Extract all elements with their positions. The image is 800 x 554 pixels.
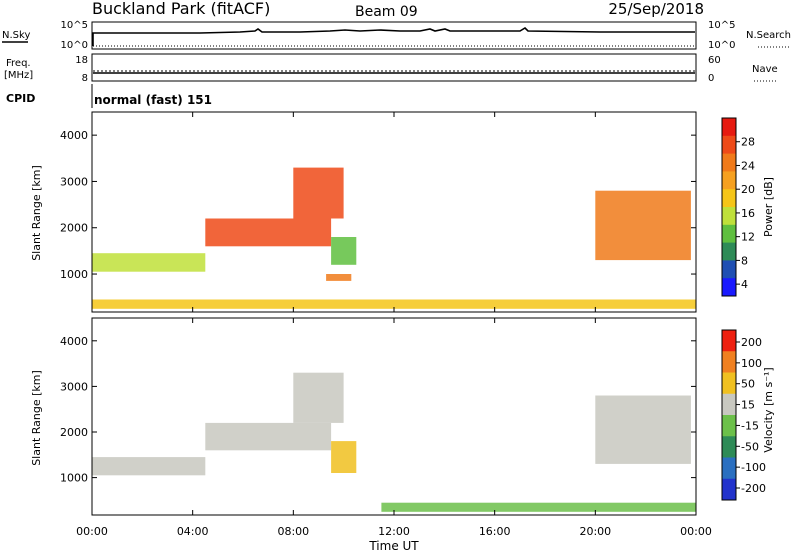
colorbar-segment xyxy=(722,153,736,172)
velocity-data-cell xyxy=(381,502,696,512)
power-y-axis: 1000 2000 3000 4000 xyxy=(60,129,696,281)
power-data-cell xyxy=(205,218,332,247)
x-axis-label: Time UT xyxy=(368,539,419,553)
nsky-trace xyxy=(92,26,695,46)
power-colorbar-tick-label: 16 xyxy=(741,207,755,220)
nave-label: Nave xyxy=(752,64,778,75)
nsky-right-bottom-tick: 10^0 xyxy=(708,40,735,51)
colorbar-segment xyxy=(722,278,736,297)
colorbar-segment xyxy=(722,330,736,352)
y-tick-label: 3000 xyxy=(60,175,88,188)
velocity-data-cell xyxy=(293,372,344,423)
freq-left-top-tick: 18 xyxy=(75,55,88,66)
colorbar-frame xyxy=(721,329,737,501)
y-tick-label: 1000 xyxy=(60,268,88,281)
colorbar-segment xyxy=(722,393,736,416)
colorbar-segment xyxy=(722,171,736,190)
date-title: 25/Sep/2018 xyxy=(608,0,704,18)
nsky-left-top-tick: 10^5 xyxy=(61,20,88,31)
power-data-cell xyxy=(595,190,691,261)
nsky-strip-frame xyxy=(91,21,697,50)
power-colorbar-tick-label: 8 xyxy=(741,254,748,267)
colorbar-segment xyxy=(722,415,736,437)
velocity-colorbar: 200 100 50 15 -15 -50 -100 -200 xyxy=(721,329,766,501)
velocity-data-cell xyxy=(205,422,332,451)
power-colorbar: 4 8 12 16 20 24 28 xyxy=(721,117,755,297)
site-title: Buckland Park (fitACF) xyxy=(92,0,270,18)
nsky-left-bottom-tick: 10^0 xyxy=(61,40,88,51)
velocity-data-regions xyxy=(92,372,696,512)
velocity-y-axis: 1000 2000 3000 4000 xyxy=(60,335,696,485)
x-tick-label: 12:00 xyxy=(378,525,410,538)
freq-left-bottom-tick: 8 xyxy=(82,73,88,84)
x-tick-label: 00:00 xyxy=(680,525,712,538)
colorbar-segment xyxy=(722,189,736,208)
velocity-colorbar-tick-label: -200 xyxy=(741,482,766,495)
y-tick-label: 4000 xyxy=(60,335,88,348)
nsky-label: N.Sky xyxy=(2,30,30,41)
velocity-colorbar-tick-label: -15 xyxy=(741,419,759,432)
colorbar-segment xyxy=(722,372,736,395)
x-tick-label: 16:00 xyxy=(479,525,511,538)
velocity-colorbar-tick-label: 50 xyxy=(741,378,755,391)
power-colorbar-tick-label: 4 xyxy=(741,278,748,291)
nave-right-top-tick: 60 xyxy=(708,55,721,66)
freq-label-2: [MHz] xyxy=(4,70,33,81)
y-tick-label: 1000 xyxy=(60,472,88,485)
nave-right-bottom-tick: 0 xyxy=(708,73,714,84)
x-tick-label: 08:00 xyxy=(277,525,309,538)
colorbar-segment xyxy=(722,207,736,226)
power-colorbar-tick-label: 12 xyxy=(741,231,755,244)
velocity-colorbar-tick-label: 15 xyxy=(741,399,755,412)
power-data-regions xyxy=(92,167,696,309)
velocity-colorbar-tick-label: -50 xyxy=(741,440,759,453)
colorbar-segment xyxy=(722,224,736,244)
velocity-data-cell xyxy=(595,395,691,464)
power-colorbar-label: Power [dB] xyxy=(762,177,775,237)
power-data-cell xyxy=(326,274,352,281)
colorbar-segment xyxy=(722,260,736,279)
colorbar-segment xyxy=(722,135,736,155)
colorbar-segment xyxy=(722,118,736,137)
x-tick-label: 20:00 xyxy=(579,525,611,538)
power-panel: 1000 2000 3000 4000 xyxy=(60,111,697,313)
velocity-colorbar-tick-label: 200 xyxy=(741,336,762,349)
velocity-data-cell xyxy=(92,457,206,476)
y-tick-label: 3000 xyxy=(60,380,88,393)
freq-label-1: Freq. xyxy=(6,58,31,69)
y-tick-label: 2000 xyxy=(60,426,88,439)
velocity-colorbar-label: Velocity [m s⁻¹] xyxy=(762,367,775,452)
nsky-right-top-tick: 10^5 xyxy=(708,20,735,31)
y-tick-label: 2000 xyxy=(60,222,88,235)
velocity-panel: 1000 2000 3000 4000 xyxy=(60,317,697,516)
colorbar-frame xyxy=(721,117,737,297)
power-colorbar-tick-label: 24 xyxy=(741,159,755,172)
velocity-y-axis-label: Slant Range [km] xyxy=(30,370,43,466)
colorbar-segment xyxy=(722,478,736,501)
x-tick-label: 04:00 xyxy=(177,525,209,538)
cpid-label: CPID xyxy=(6,92,35,105)
power-data-cell xyxy=(331,237,357,265)
velocity-data-cell xyxy=(331,441,357,473)
colorbar-segment xyxy=(722,242,736,261)
colorbar-segment xyxy=(722,351,736,373)
velocity-colorbar-tick-label: 100 xyxy=(741,357,762,370)
beam-title: Beam 09 xyxy=(355,4,418,20)
y-tick-label: 4000 xyxy=(60,129,88,142)
nsearch-label: N.Search xyxy=(746,30,791,41)
x-tick-label: 00:00 xyxy=(76,525,108,538)
x-axis: 00:00 04:00 08:00 12:00 16:00 20:00 00:00 xyxy=(76,112,712,538)
freq-strip-frame xyxy=(91,53,697,82)
colorbar-segment xyxy=(722,457,736,480)
power-data-cell xyxy=(92,253,206,272)
colorbar-segment xyxy=(722,436,736,458)
power-colorbar-tick-label: 28 xyxy=(741,136,755,149)
velocity-colorbar-tick-label: -100 xyxy=(741,461,766,474)
power-y-axis-label: Slant Range [km] xyxy=(30,165,43,261)
power-data-cell xyxy=(293,167,344,219)
power-colorbar-tick-label: 20 xyxy=(741,183,755,196)
cpid-mode: normal (fast) 151 xyxy=(94,93,212,107)
power-data-cell xyxy=(92,299,696,309)
